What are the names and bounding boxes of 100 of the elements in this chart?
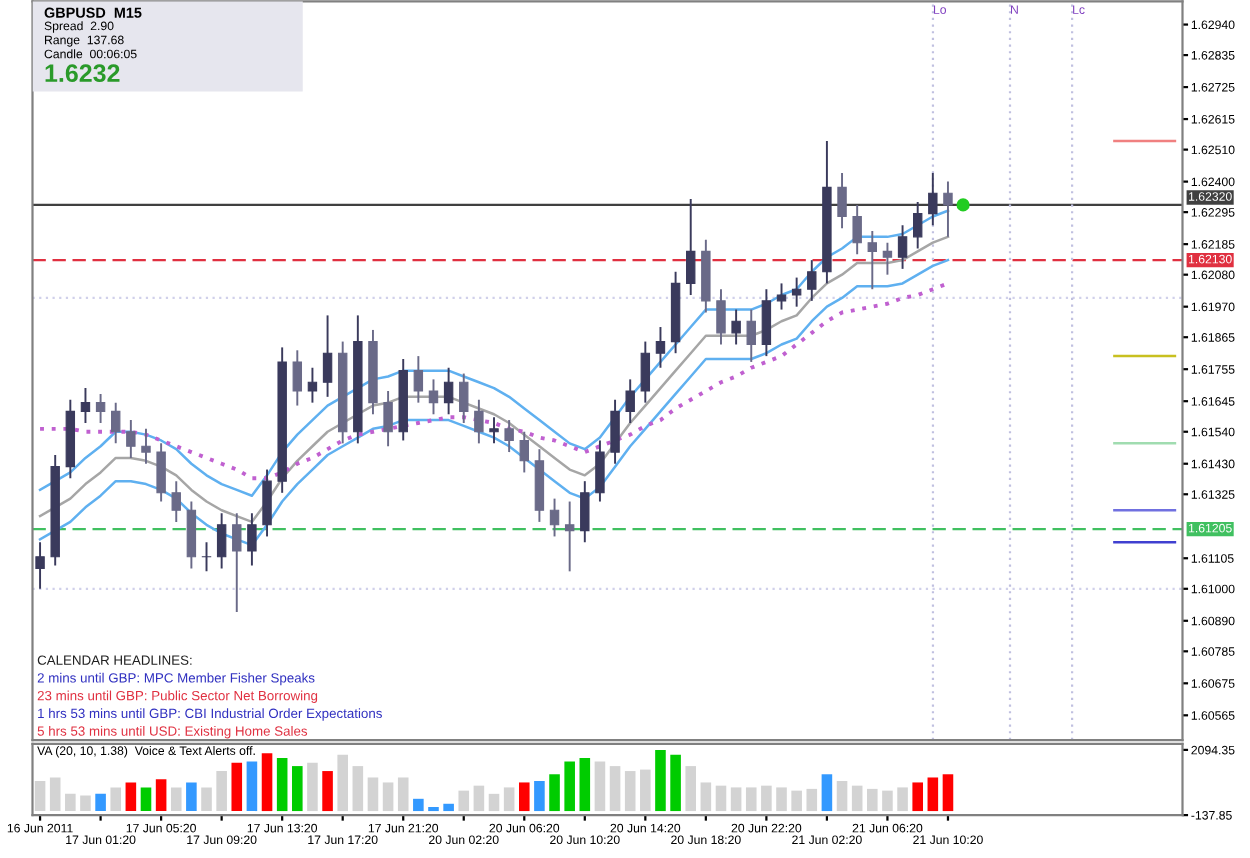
bar [216,771,227,812]
candlestick [943,180,953,238]
candlestick [640,340,651,404]
bar [95,793,106,812]
bar [836,780,848,812]
bar [352,766,364,812]
candlestick [564,500,575,573]
candlestick [35,541,45,590]
bar [821,774,833,812]
candlestick [443,366,454,416]
bar [49,777,61,812]
candlestick [549,497,560,538]
bar [776,787,787,812]
candlestick [413,355,424,404]
candlestick [625,378,635,424]
candlestick [580,480,590,544]
candlestick [867,230,878,291]
candlestick [459,372,469,424]
bar [367,777,379,812]
bar [503,787,515,812]
candlestick [686,198,696,297]
bar [897,787,908,812]
candlestick [791,276,802,308]
candlestick [897,224,908,270]
candlestick [126,419,136,459]
candlestick [322,314,333,398]
bar [867,788,878,812]
bar [397,777,409,812]
bar [322,771,333,812]
bar [640,769,651,812]
bar [715,785,727,812]
bar [851,785,863,812]
bar [231,762,243,812]
bar [337,754,348,812]
bar [791,790,802,812]
bar [140,787,152,812]
bar [443,803,454,812]
bar [428,806,439,812]
candlestick [201,541,212,573]
candlestick [156,442,166,503]
candlestick [807,259,817,302]
bar [80,795,91,812]
candlestick [489,416,499,445]
bar [549,774,560,812]
bar [34,780,46,812]
bar [730,787,742,812]
bar [201,787,212,812]
bar [292,766,303,812]
candlestick [247,512,257,567]
bar [942,774,954,812]
candlestick [519,430,529,474]
bar [564,761,575,812]
candlestick [610,398,620,465]
candlestick [186,500,197,570]
candlestick [912,201,923,250]
bar [246,761,258,812]
candlestick [761,288,772,358]
bar [670,754,681,812]
bar [745,787,757,812]
bar [685,766,697,812]
candlestick [474,398,484,445]
bar [473,785,485,812]
candlestick [216,512,227,570]
bar [806,788,818,812]
candlestick [292,349,303,407]
candlestick [595,439,605,503]
bar [700,782,712,812]
candlestick [731,308,741,346]
candlestick [80,387,91,424]
candlestick [171,480,181,523]
bar [488,793,500,812]
bar [594,761,606,812]
candlestick [232,512,242,614]
bar [761,785,772,812]
bar [125,782,137,812]
candlestick [141,427,151,465]
candlestick [655,326,666,369]
bar [624,771,636,812]
candlestick [837,171,847,230]
candlestick [428,378,439,416]
candlestick [262,468,272,538]
candlestick [95,392,106,424]
bar [413,798,424,812]
candlestick [716,288,726,346]
bar [534,780,545,812]
bar [912,782,923,812]
bar [110,787,122,812]
bar [518,782,530,812]
bar [458,790,470,812]
bar [382,782,394,812]
candlestick [746,308,756,363]
bar [655,750,666,812]
candlestick [383,390,393,448]
bar [882,790,893,812]
bar [65,793,76,812]
annotation: 1.6232 [45,64,120,83]
bar [155,779,167,812]
candlestick [504,419,514,454]
bar [186,782,197,812]
bar [276,757,288,812]
